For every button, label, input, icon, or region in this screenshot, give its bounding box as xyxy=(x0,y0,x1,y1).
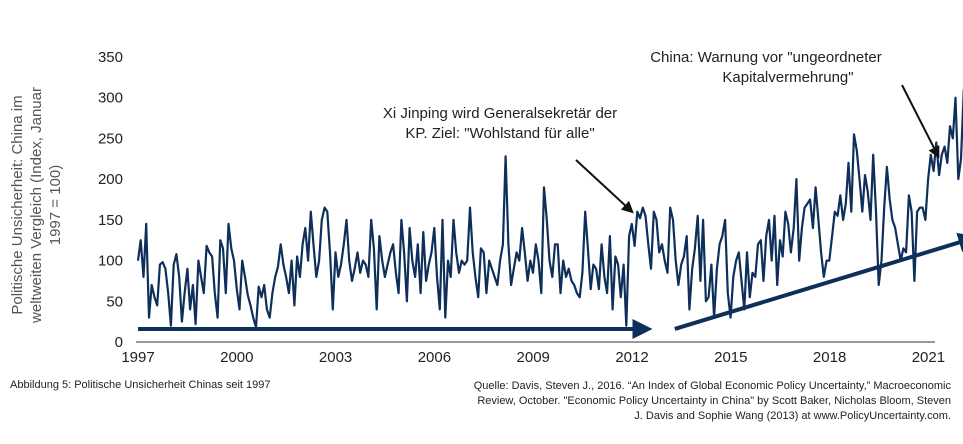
y-axis-ticks: 0 50 100 150 200 250 300 350 xyxy=(98,49,123,351)
x-tick-label: 2012 xyxy=(615,349,648,366)
trend-arrow-rising xyxy=(674,232,963,331)
figure-caption: Abbildung 5: Politische Unsicherheit Chi… xyxy=(10,379,271,391)
y-axis-label-line: weltweiten Vergleich (Index, Januar xyxy=(28,87,45,324)
y-tick-label: 200 xyxy=(98,171,123,188)
y-tick-label: 100 xyxy=(98,253,123,270)
y-axis-label-line: 1997 = 100) xyxy=(47,165,64,246)
x-tick-label: 2015 xyxy=(714,349,747,366)
y-tick-label: 0 xyxy=(115,334,123,351)
annotation-text: Xi Jinping wird Generalsekretär der xyxy=(383,105,617,122)
x-tick-label: 2018 xyxy=(813,349,846,366)
annotation-text: KP. Ziel: "Wohlstand für alle" xyxy=(405,125,594,142)
y-axis-label: Politische Unsicherheit: China im weltwe… xyxy=(9,87,64,324)
y-tick-label: 150 xyxy=(98,212,123,229)
y-tick-label: 350 xyxy=(98,49,123,66)
x-axis-ticks: 1997 2000 2003 2006 2009 2012 2015 2018 2021 xyxy=(121,349,945,366)
x-tick-label: 2009 xyxy=(517,349,550,366)
x-tick-label: 2000 xyxy=(220,349,253,366)
y-axis-label-line: Politische Unsicherheit: China im xyxy=(9,95,26,314)
annotation-text: Kapitalvermehrung" xyxy=(722,69,853,86)
chart: Politische Unsicherheit: China im weltwe… xyxy=(9,49,963,366)
annotation-arrow xyxy=(901,84,940,159)
source-note: Quelle: Davis, Steven J., 2016. “An Inde… xyxy=(473,380,951,422)
annotation-text: China: Warnung vor "ungeordneter xyxy=(650,49,882,66)
annotation-kapitalvermehrung: China: Warnung vor "ungeordneter Kapital… xyxy=(650,49,940,159)
x-tick-label: 2006 xyxy=(418,349,451,366)
x-tick-label: 1997 xyxy=(121,349,154,366)
annotation-arrow xyxy=(575,159,634,214)
x-tick-label: 2021 xyxy=(912,349,945,366)
annotation-xi-jinping: Xi Jinping wird Generalsekretär der KP. … xyxy=(383,105,634,214)
series-line xyxy=(136,88,963,329)
y-tick-label: 250 xyxy=(98,130,123,147)
y-tick-label: 300 xyxy=(98,90,123,107)
x-tick-label: 2003 xyxy=(319,349,352,366)
y-tick-label: 50 xyxy=(106,293,123,310)
